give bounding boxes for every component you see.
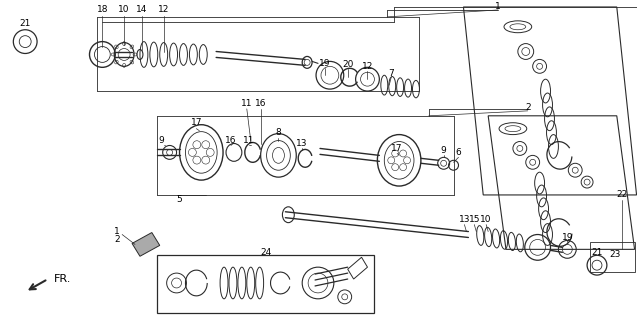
- Text: 23: 23: [609, 250, 621, 259]
- Text: 17: 17: [392, 144, 403, 153]
- Text: 24: 24: [260, 248, 271, 257]
- Text: 7: 7: [388, 69, 394, 78]
- Text: FR.: FR.: [54, 274, 72, 284]
- Text: 13: 13: [459, 215, 470, 224]
- Text: 5: 5: [177, 196, 182, 204]
- Text: 11: 11: [243, 136, 255, 145]
- Text: 11: 11: [241, 100, 253, 108]
- Text: 6: 6: [456, 148, 461, 157]
- Text: 2: 2: [115, 235, 120, 244]
- Text: 9: 9: [441, 146, 447, 155]
- Text: 1: 1: [495, 3, 501, 11]
- Text: 21: 21: [591, 248, 603, 257]
- Text: 19: 19: [319, 59, 331, 68]
- Text: 13: 13: [296, 139, 308, 148]
- Text: 16: 16: [225, 136, 237, 145]
- Text: 18: 18: [97, 5, 108, 14]
- Text: 10: 10: [481, 215, 492, 224]
- Text: 8: 8: [276, 128, 282, 137]
- Text: 14: 14: [136, 5, 148, 14]
- Text: 21: 21: [19, 19, 31, 28]
- Text: 19: 19: [561, 233, 573, 242]
- Text: 1: 1: [115, 227, 120, 236]
- Bar: [157, 255, 374, 313]
- Text: 2: 2: [525, 103, 531, 112]
- Text: 20: 20: [342, 60, 353, 69]
- Text: 15: 15: [468, 215, 480, 224]
- Text: 22: 22: [616, 190, 627, 199]
- Polygon shape: [132, 233, 160, 256]
- Text: 12: 12: [158, 5, 170, 14]
- Text: 10: 10: [118, 5, 130, 14]
- Text: 12: 12: [362, 62, 373, 71]
- Bar: [590, 242, 635, 272]
- Text: 16: 16: [255, 100, 266, 108]
- Text: 17: 17: [191, 118, 202, 127]
- Text: 9: 9: [159, 136, 164, 145]
